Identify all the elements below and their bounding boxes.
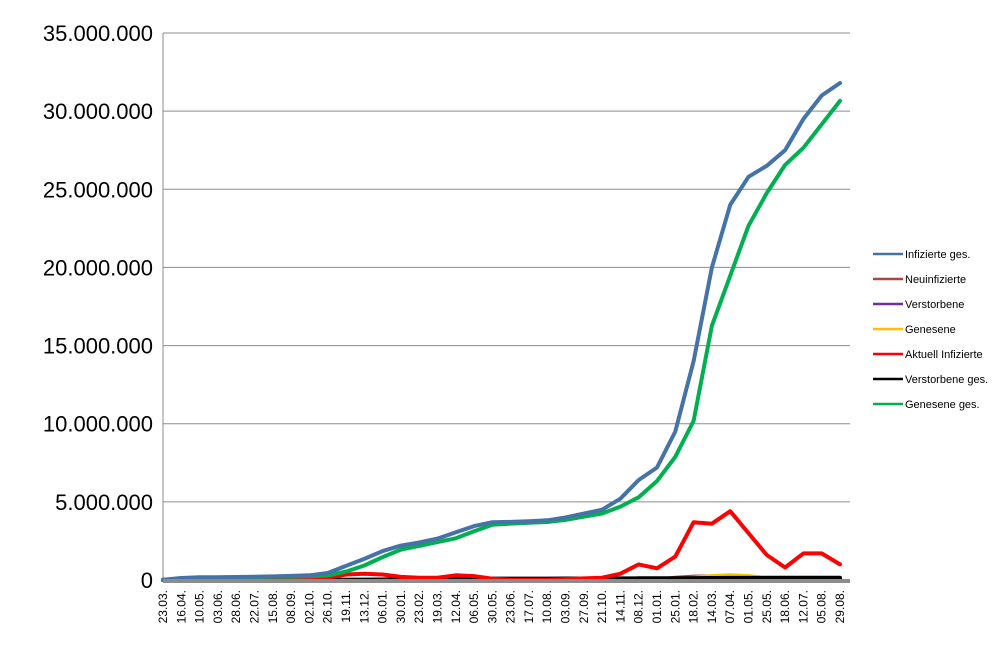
gridlines <box>162 32 850 580</box>
x-tick-label: 23.02. <box>412 590 426 623</box>
y-tick-label: 0 <box>141 568 153 593</box>
x-tick-label: 25.01. <box>668 590 682 623</box>
x-tick-label: 02.10. <box>302 590 316 623</box>
x-tick-label: 12.04. <box>449 590 463 623</box>
x-tick-label: 19.03. <box>430 590 444 623</box>
series-lines <box>161 81 850 583</box>
series-line-infizierte-ges- <box>161 81 842 582</box>
x-tick-label: 22.07. <box>247 590 261 623</box>
x-tick-label: 30.05. <box>485 590 499 623</box>
y-tick-label: 15.000.000 <box>43 334 153 359</box>
x-tick-label: 30.01. <box>394 590 408 623</box>
legend-label: Genesene ges. <box>905 399 980 411</box>
x-tick-label: 10.05. <box>193 590 207 623</box>
legend-label: Verstorbene <box>905 299 964 311</box>
x-tick-label: 14.11. <box>613 590 627 622</box>
x-tick-label: 07.04. <box>723 590 737 623</box>
x-tick-label: 25.05. <box>760 590 774 623</box>
y-tick-label: 30.000.000 <box>43 99 153 124</box>
legend-label: Genesene <box>905 324 956 336</box>
x-tick-label: 18.06. <box>778 590 792 623</box>
x-tick-label: 17.07. <box>522 590 536 623</box>
legend: Infizierte ges. Neuinfizierte Verstorbene G… <box>873 249 988 411</box>
x-tick-label: 23.06. <box>504 590 518 623</box>
x-tick-label: 18.02. <box>687 590 701 623</box>
x-tick-label: 01.05. <box>742 590 756 623</box>
x-tick-label: 05.08. <box>815 590 829 623</box>
x-tick-label: 23.03. <box>156 590 170 623</box>
y-tick-label: 20.000.000 <box>43 255 153 280</box>
y-tick-label: 10.000.000 <box>43 412 153 437</box>
x-tick-label: 29.08. <box>833 590 847 623</box>
y-tick-label: 35.000.000 <box>43 21 153 46</box>
x-tick-label: 27.09. <box>577 590 591 623</box>
legend-label: Neuinfizierte <box>905 274 966 286</box>
x-tick-label: 03.09. <box>559 590 573 623</box>
x-tick-label: 21.10. <box>595 590 609 623</box>
legend-label: Infizierte ges. <box>905 249 970 261</box>
y-tick-label: 25.000.000 <box>43 177 153 202</box>
y-tick-label: 5.000.000 <box>55 490 153 515</box>
x-tick-label: 19.11. <box>339 590 353 622</box>
x-axis-ticks: 23.03. 16.04. 10.05. 03.06. 28.06. 22.07. 15.0… <box>156 590 847 623</box>
x-tick-label: 14.03. <box>705 590 719 623</box>
x-tick-label: 10.08. <box>540 590 554 623</box>
x-tick-label: 16.04. <box>174 590 188 623</box>
legend-label: Verstorbene ges. <box>905 374 988 386</box>
x-tick-label: 06.01. <box>376 590 390 623</box>
series-line-genesene-ges- <box>161 98 842 582</box>
x-tick-label: 03.06. <box>211 590 225 623</box>
x-tick-label: 15.08. <box>266 590 280 623</box>
x-tick-label: 08.09. <box>284 590 298 623</box>
x-tick-label: 01.01. <box>650 590 664 623</box>
x-tick-label: 12.07. <box>796 590 810 623</box>
x-tick-label: 06.05. <box>467 590 481 623</box>
y-axis-ticks: 0 5.000.000 10.000.000 15.000.000 20.000.000… <box>43 21 153 593</box>
x-tick-label: 13.12. <box>357 590 371 623</box>
x-tick-label: 28.06. <box>229 590 243 623</box>
x-tick-label: 08.12. <box>632 590 646 623</box>
x-tick-label: 26.10. <box>321 590 335 623</box>
legend-label: Aktuell Infizierte <box>905 349 983 361</box>
